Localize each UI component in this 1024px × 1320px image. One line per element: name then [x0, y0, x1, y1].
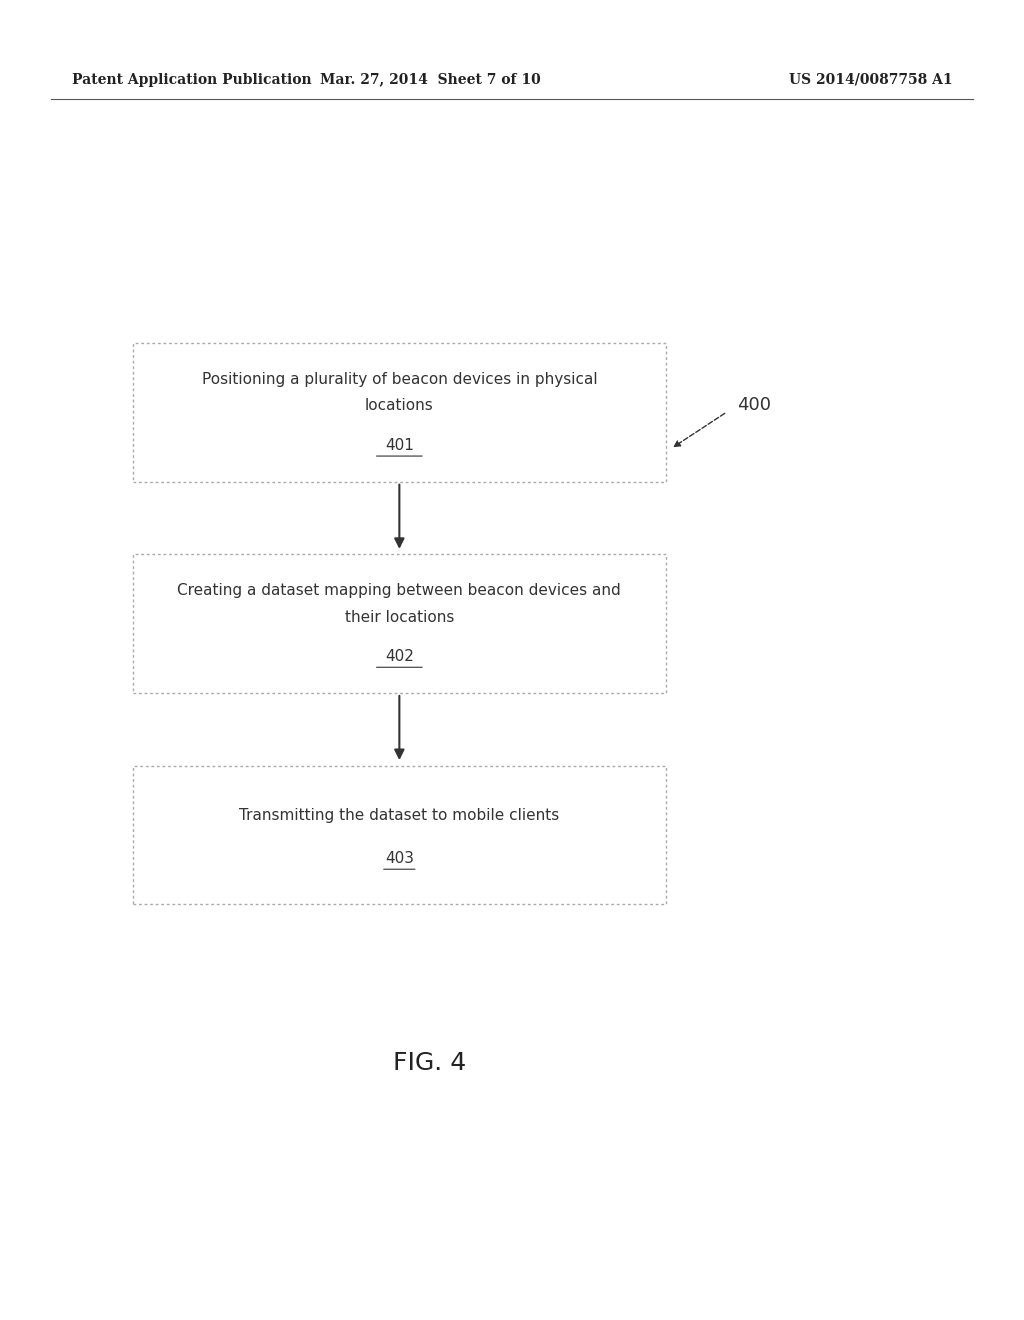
- Text: their locations: their locations: [345, 610, 454, 624]
- Text: locations: locations: [365, 399, 434, 413]
- Text: FIG. 4: FIG. 4: [393, 1051, 467, 1074]
- Text: Mar. 27, 2014  Sheet 7 of 10: Mar. 27, 2014 Sheet 7 of 10: [319, 73, 541, 87]
- Text: Patent Application Publication: Patent Application Publication: [72, 73, 311, 87]
- Text: 401: 401: [385, 438, 414, 453]
- Text: US 2014/0087758 A1: US 2014/0087758 A1: [788, 73, 952, 87]
- FancyBboxPatch shape: [133, 766, 666, 904]
- Text: 403: 403: [385, 851, 414, 866]
- Text: 400: 400: [737, 396, 771, 414]
- Text: Creating a dataset mapping between beacon devices and: Creating a dataset mapping between beaco…: [177, 583, 622, 598]
- Text: 402: 402: [385, 649, 414, 664]
- FancyBboxPatch shape: [133, 343, 666, 482]
- FancyBboxPatch shape: [133, 554, 666, 693]
- Text: Transmitting the dataset to mobile clients: Transmitting the dataset to mobile clien…: [240, 808, 559, 822]
- Text: Positioning a plurality of beacon devices in physical: Positioning a plurality of beacon device…: [202, 372, 597, 387]
